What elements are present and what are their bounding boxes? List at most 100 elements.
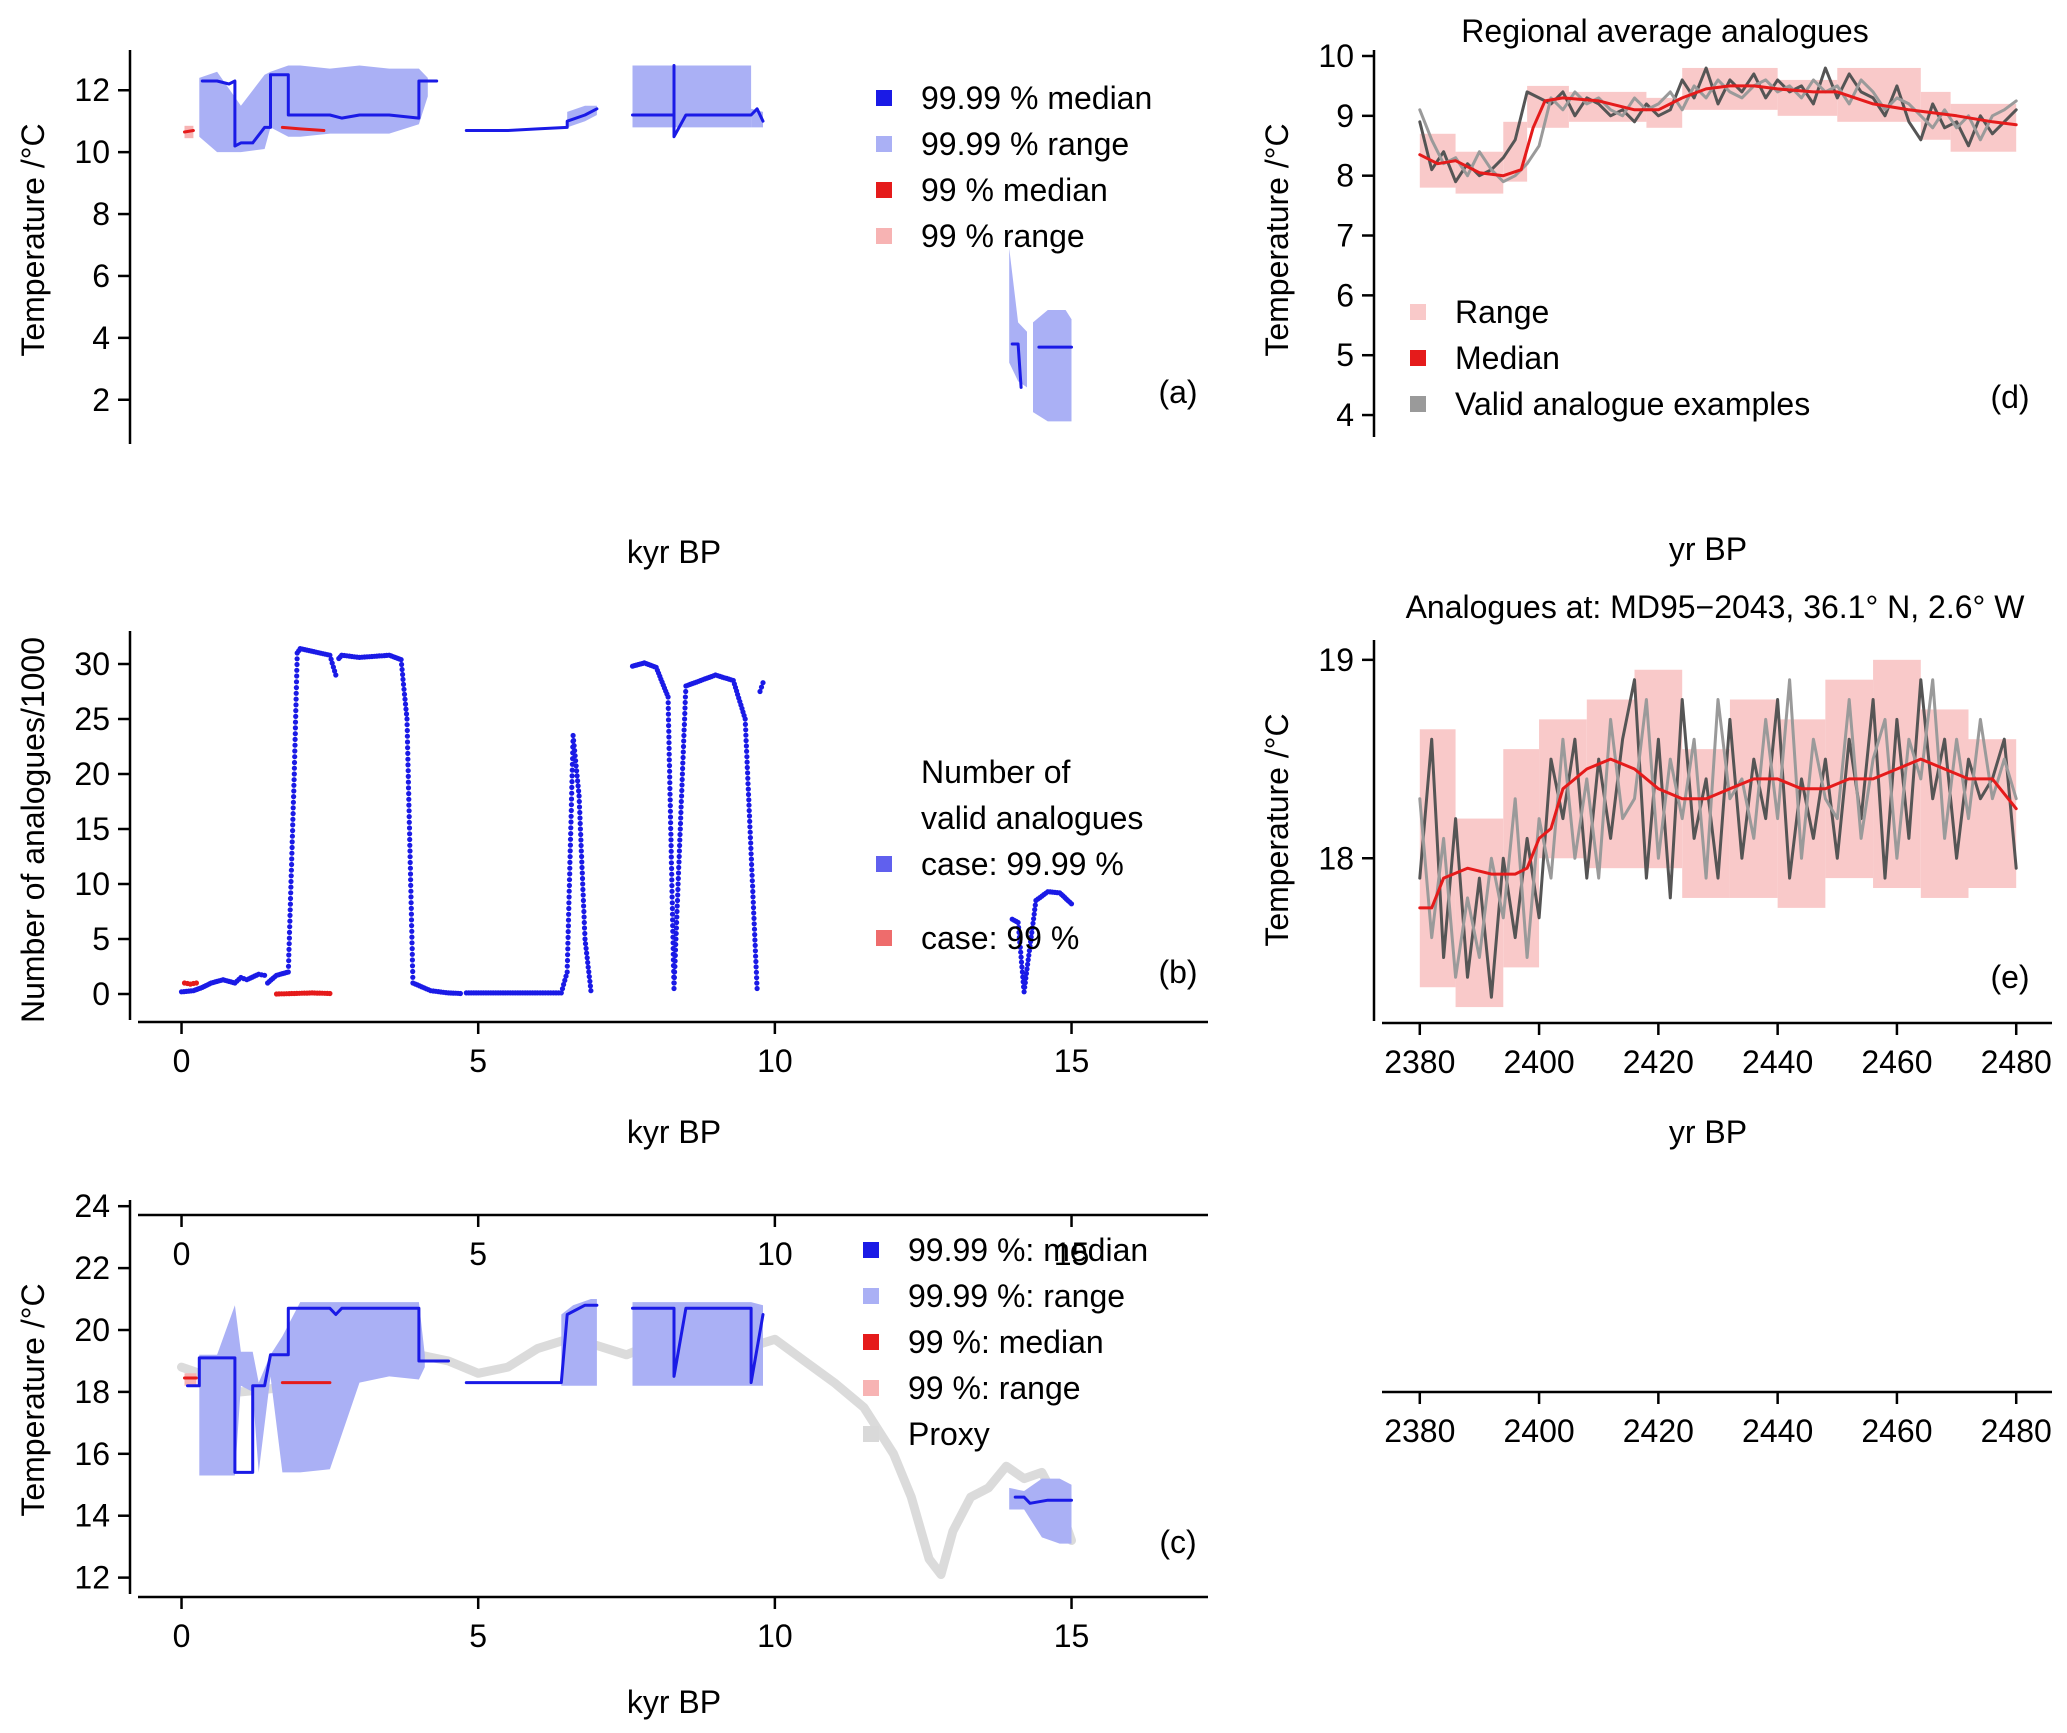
analogue-point (287, 918, 293, 924)
analogue-point (745, 781, 751, 787)
legend-swatch (863, 1288, 879, 1304)
analogue-point (672, 958, 678, 964)
analogue-point (569, 773, 575, 779)
analogue-point (567, 836, 574, 842)
analogue-point (404, 727, 410, 734)
analogue-point (673, 925, 680, 931)
analogue-point (587, 978, 593, 984)
plot-area (177, 1299, 1076, 1579)
x-axis-label: yr BP (1669, 531, 1747, 567)
analogue-point (582, 936, 588, 942)
analogue-point (287, 901, 293, 907)
analogue-point (1023, 970, 1029, 977)
legend-swatch (876, 856, 892, 872)
analogue-point (567, 854, 573, 860)
analogue-point (678, 804, 684, 810)
analogue-point (568, 813, 574, 819)
legend-label: 99.99 %: median (908, 1232, 1148, 1268)
analogue-point (565, 923, 572, 929)
analogue-point (193, 980, 199, 986)
analogue-point (329, 660, 335, 666)
analogue-point (564, 963, 570, 969)
analogue-point (409, 923, 415, 929)
analogue-point (680, 743, 687, 750)
analogue-point (666, 734, 672, 740)
analogue-point (572, 748, 578, 754)
range-band (1009, 248, 1027, 388)
analogue-point (402, 696, 408, 702)
analogue-point (406, 825, 413, 831)
analogue-point (262, 972, 268, 978)
analogue-point (565, 940, 571, 946)
panel-b: 0 5 10 15 0 5 10 15 20 25 30 kyr BP Number of analog… (15, 631, 1208, 1150)
analogue-point (682, 694, 689, 700)
analogue-point (666, 745, 672, 752)
analogue-point (564, 957, 571, 964)
analogue-point (579, 859, 585, 865)
analogue-point (750, 894, 756, 900)
analogue-point (568, 807, 574, 814)
analogue-point (408, 877, 414, 883)
analogue-point (292, 725, 298, 731)
x-tick-label: 5 (469, 1236, 487, 1272)
x-tick-label: 2480 (1981, 1413, 2052, 1449)
analogue-point (457, 990, 463, 997)
analogue-point (582, 930, 588, 937)
y-tick-label: 18 (1318, 840, 1354, 876)
analogue-point (668, 854, 674, 860)
analogue-point (665, 700, 671, 706)
analogue-point (408, 905, 414, 912)
analogue-point (666, 728, 672, 734)
analogue-point (289, 833, 295, 839)
analogue-point (747, 818, 753, 825)
analogue-point (286, 929, 293, 936)
analogue-point (288, 890, 294, 896)
analogue-point (669, 871, 675, 877)
chart-title: Regional average analogues (1461, 13, 1868, 49)
y-tick-label: 0 (92, 976, 110, 1012)
analogue-point (673, 930, 679, 937)
analogue-point (757, 688, 763, 695)
analogue-point (1015, 919, 1021, 926)
analogue-point (667, 791, 673, 797)
analogue-point (674, 919, 680, 926)
analogue-point (585, 964, 591, 970)
analogue-point (676, 848, 683, 854)
analogue-point (666, 740, 672, 746)
analogue-point (669, 883, 675, 889)
analogue-point (288, 867, 294, 873)
analogue-point (287, 895, 294, 902)
analogue-point (400, 671, 406, 678)
analogue-point (677, 837, 683, 843)
analogue-point (677, 826, 683, 832)
median-line (280, 125, 326, 132)
analogue-point (679, 782, 685, 788)
analogue-point (578, 837, 584, 843)
analogue-point (294, 656, 300, 662)
analogue-point (406, 819, 412, 825)
analogue-point (579, 853, 585, 860)
analogue-point (1028, 939, 1034, 945)
analogue-point (668, 860, 675, 866)
y-tick-label: 16 (74, 1436, 110, 1472)
analogue-point (408, 888, 414, 894)
analogue-point (746, 802, 752, 808)
analogue-point (293, 679, 300, 685)
analogue-point (294, 673, 300, 679)
panel-d: 2380 2400 2420 2440 2460 2480 4 5 6 7 8 9 10 yr BP Tem… (1259, 13, 2052, 1449)
analogue-point (293, 713, 299, 720)
analogue-point (671, 980, 677, 986)
y-tick-label: 8 (92, 196, 110, 232)
x-tick-label: 15 (1054, 1043, 1090, 1079)
analogue-point (567, 859, 573, 866)
panel-c: 0 5 10 15 12 14 16 18 20 22 24 kyr BP Temperature /°… (15, 1188, 1208, 1720)
chart-title: Analogues at: MD95−2043, 36.1° N, 2.6° W (1406, 589, 2026, 625)
panel-label: (c) (1159, 1524, 1196, 1560)
analogue-point (409, 928, 415, 934)
analogue-point (408, 882, 414, 889)
y-tick-label: 10 (74, 866, 110, 902)
analogue-point (579, 870, 585, 876)
analogue-point (742, 721, 749, 728)
analogue-point (574, 768, 580, 774)
